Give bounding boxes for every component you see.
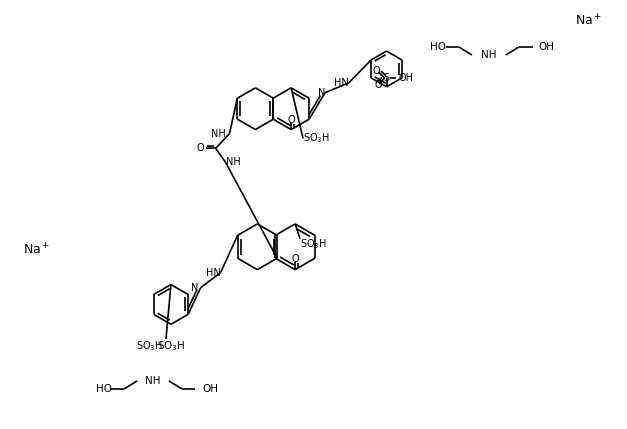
Text: OH: OH xyxy=(203,384,219,394)
Text: O: O xyxy=(287,115,295,124)
Text: OH: OH xyxy=(539,42,554,52)
Text: NH: NH xyxy=(211,129,226,139)
Text: OH: OH xyxy=(398,73,413,83)
Text: HO: HO xyxy=(97,384,112,394)
Text: O: O xyxy=(292,254,299,264)
Text: HN: HN xyxy=(206,268,221,278)
Text: Na$^+$: Na$^+$ xyxy=(574,14,602,29)
Text: NH: NH xyxy=(226,157,240,167)
Text: O: O xyxy=(196,143,204,154)
Text: SO$_3$H: SO$_3$H xyxy=(136,339,163,353)
Text: O: O xyxy=(373,66,381,76)
Text: O: O xyxy=(375,80,382,90)
Text: SO$_3$H: SO$_3$H xyxy=(303,132,330,145)
Text: SO$_3$H: SO$_3$H xyxy=(300,237,327,251)
Text: HN: HN xyxy=(334,78,349,88)
Text: HO: HO xyxy=(430,42,446,52)
Text: Na$^+$: Na$^+$ xyxy=(23,242,50,257)
Text: NH: NH xyxy=(481,50,497,60)
Text: N: N xyxy=(317,88,325,98)
Text: NH: NH xyxy=(145,376,161,386)
Text: N: N xyxy=(191,283,199,293)
Text: SO$_3$H: SO$_3$H xyxy=(157,339,185,353)
Text: S: S xyxy=(384,73,389,83)
